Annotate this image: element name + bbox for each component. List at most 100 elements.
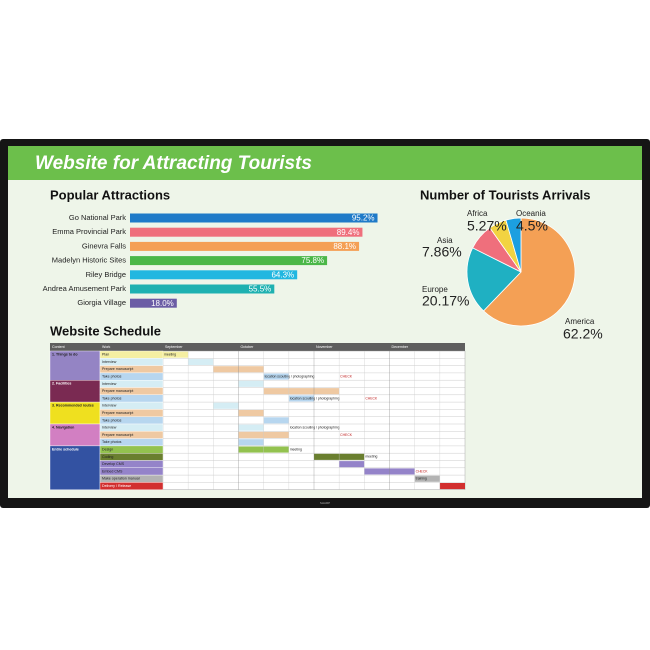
group-cell [49,445,101,490]
bar [130,227,363,237]
group-label: 2. Facilities [52,382,71,386]
work-label: Take photos [102,440,122,444]
page-title: Website for Attracting Tourists [35,153,312,174]
schedule-bar [238,439,264,446]
column-header: Work [102,345,111,349]
work-label: Interview [102,426,117,430]
column-header: Content [52,345,65,349]
bar [130,213,378,223]
work-label: Take photos [102,396,122,400]
value-label: 55.5% [249,285,272,294]
value-label: 88.1% [333,242,356,251]
work-cell [99,350,164,359]
schedule-bar [163,351,189,358]
slice-value: 62.2% [563,326,603,342]
value-label: 64.3% [271,270,294,279]
schedule-bar [188,358,214,365]
schedule-bar [238,424,264,431]
work-label: Embed CMS [102,469,123,473]
work-label: Take photos [102,375,122,379]
schedule-note: training [416,477,427,481]
schedule-bar [238,410,264,417]
table-header [50,343,465,351]
schedule-bar [263,417,289,424]
schedule-note: CHECK [365,396,378,400]
value-label: 95.2% [352,214,375,223]
bar [130,284,275,294]
work-label: Make operation manual [102,477,140,481]
header-bar [8,146,642,180]
schedule-note: location scouting / photographing [290,396,340,400]
value-label: 18.0% [151,299,174,308]
work-label: Prepare manuscript [102,411,133,415]
schedule-bar [414,475,440,482]
group-label: 3. Recommended routes [52,404,94,408]
work-label: Take photos [102,418,122,422]
category-label: Emma Provincial Park [52,227,126,236]
schedule-note: CHECK [340,433,353,437]
work-label: Prepare manuscript [102,367,133,371]
bar [130,241,360,251]
slice-name: Oceania [516,209,546,218]
schedule-bar [263,388,340,395]
group-label: 4. Navigation [52,425,74,429]
category-label: Ginevra Falls [82,241,126,250]
schedule-bar [439,483,465,490]
work-label: Prepare manuscript [102,433,133,437]
pie-slice [466,247,522,312]
work-cell [99,482,164,490]
bar [130,298,177,308]
column-header: December [392,345,409,349]
column-header: November [316,345,333,349]
value-label: 89.4% [337,228,360,237]
value-label: 75.8% [301,256,324,265]
category-label: Go National Park [69,213,126,222]
schedule-note: meeting [164,353,176,357]
work-label: Design [102,448,113,452]
pie-slice [482,217,576,327]
slice-name: Asia [437,236,453,245]
schedule-note: meeting [290,447,302,451]
group-cell [49,350,101,381]
slice-name: Africa [467,209,488,218]
category-label: Giorgia Village [77,298,126,307]
work-label: Delivery / Release [102,484,131,488]
category-label: Andrea Amusement Park [43,284,127,293]
category-label: Madelyn Historic Sites [52,256,126,265]
work-label: Prepare manuscript [102,389,133,393]
schedule-note: CHECK [340,374,353,378]
slice-name: Europe [422,285,448,294]
slice-value: 5.27% [467,218,507,234]
schedule-bar [263,373,289,380]
schedule-note: location scouting / photographing [265,374,315,378]
work-label: Coding [102,455,113,459]
slice-name: America [565,317,595,326]
column-header: September [165,345,183,349]
work-label: Interview [102,404,117,408]
bar-chart-title: Popular Attractions [50,187,170,202]
work-label: Interview [102,382,117,386]
pie-slice [505,217,522,273]
group-label: 1. Things to do [52,352,78,356]
slice-value: 4.5% [516,218,548,234]
schedule-bar [288,395,314,402]
schedule-note: meeting [365,455,377,459]
schedule-title: Website Schedule [50,323,161,338]
bar [130,256,328,266]
group-label: Entire schedule [52,447,79,451]
brand-logo: SHARP [320,501,330,505]
slice-value: 20.17% [422,293,469,309]
schedule-bar [213,402,239,409]
pie-chart-title: Number of Tourists Arrivals [420,187,590,202]
schedule-bar [339,461,365,468]
work-label: Interview [102,360,117,364]
schedule-note: CHECK [416,469,429,473]
category-label: Riley Bridge [86,270,126,279]
work-label: Develop CMS [102,462,125,466]
schedule-bar [238,380,264,387]
work-label: Plan [102,353,109,357]
slice-value: 7.86% [422,244,462,260]
bar [130,270,298,280]
column-header: October [241,345,255,349]
